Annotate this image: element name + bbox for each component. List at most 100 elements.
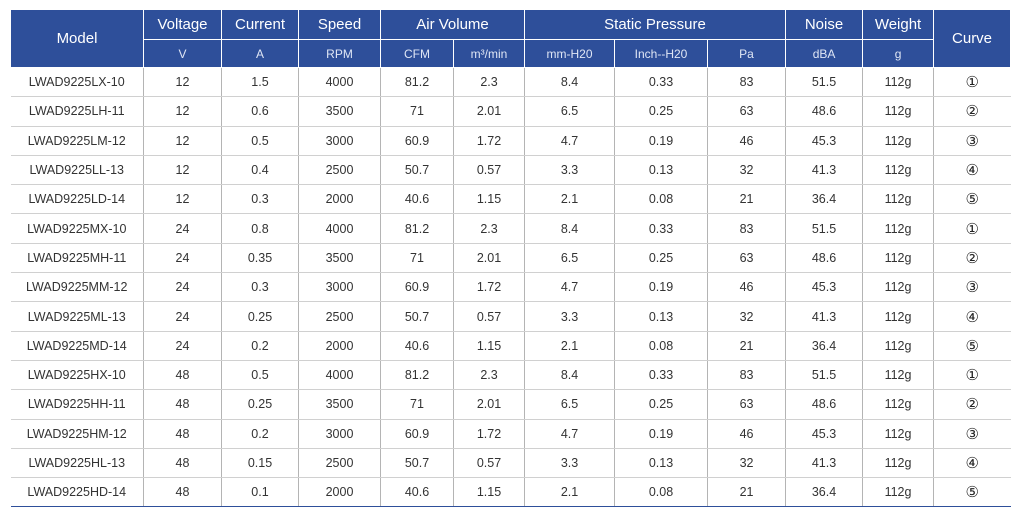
cell-pa: 63 <box>707 96 786 127</box>
cell-mmh2o: 2.1 <box>524 477 615 507</box>
table-row: LWAD9225LD-14 12 0.3 2000 40.6 1.15 2.1 0.08 21 3… <box>10 184 1011 215</box>
cell-curve: ⑤ <box>933 331 1011 361</box>
cell-mmh2o: 2.1 <box>524 331 615 361</box>
cell-model: LWAD9225LX-10 <box>10 67 144 98</box>
cell-noise: 45.3 <box>785 272 863 303</box>
cell-model: LWAD9225HD-14 <box>10 477 144 507</box>
cell-voltage: 12 <box>143 184 222 215</box>
cell-inchh2o: 0.25 <box>614 243 708 274</box>
cell-pa: 21 <box>707 184 786 215</box>
cell-weight: 112g <box>862 213 934 244</box>
cell-voltage: 12 <box>143 67 222 98</box>
cell-noise: 51.5 <box>785 213 863 244</box>
header-current: Current <box>221 9 299 40</box>
cell-weight: 112g <box>862 477 934 507</box>
cell-voltage: 12 <box>143 96 222 127</box>
cell-cfm: 50.7 <box>380 301 454 332</box>
cell-m3min: 0.57 <box>452 448 525 479</box>
cell-curve: ① <box>933 213 1011 244</box>
cell-m3min: 0.57 <box>452 301 525 332</box>
cell-voltage: 24 <box>143 301 222 332</box>
table-row: LWAD9225LX-10 12 1.5 4000 81.2 2.3 8.4 0.33 83 51… <box>10 67 1011 98</box>
cell-weight: 112g <box>862 448 934 479</box>
cell-m3min: 1.72 <box>452 419 525 449</box>
cell-m3min: 2.01 <box>452 389 525 420</box>
cell-current: 1.5 <box>221 67 299 98</box>
cell-model: LWAD9225HX-10 <box>10 360 144 391</box>
cell-cfm: 60.9 <box>380 126 454 156</box>
cell-m3min: 2.01 <box>452 96 525 127</box>
cell-current: 0.3 <box>221 272 299 303</box>
cell-inchh2o: 0.25 <box>614 389 708 420</box>
cell-model: LWAD9225MX-10 <box>10 213 144 244</box>
header-weight: Weight <box>862 9 935 40</box>
cell-curve: ③ <box>933 419 1011 449</box>
cell-model: LWAD9225MD-14 <box>10 331 144 361</box>
table-row: LWAD9225LL-13 12 0.4 2500 50.7 0.57 3.3 0.13 32 4… <box>10 155 1011 186</box>
cell-cfm: 40.6 <box>380 477 454 507</box>
cell-speed: 3000 <box>298 126 381 156</box>
cell-voltage: 24 <box>143 272 222 303</box>
cell-pa: 46 <box>707 272 786 303</box>
cell-speed: 3000 <box>298 419 381 449</box>
spec-table-container: Model Voltage Current Speed Air Volume S… <box>10 9 1012 507</box>
unit-voltage: V <box>143 39 222 68</box>
cell-speed: 4000 <box>298 67 381 98</box>
cell-m3min: 1.15 <box>452 331 525 361</box>
cell-current: 0.25 <box>221 389 299 420</box>
table-header: Model Voltage Current Speed Air Volume S… <box>10 9 1012 68</box>
cell-noise: 48.6 <box>785 243 863 274</box>
cell-voltage: 24 <box>143 331 222 361</box>
cell-model: LWAD9225MH-11 <box>10 243 144 274</box>
header-voltage: Voltage <box>143 9 222 40</box>
cell-inchh2o: 0.33 <box>614 67 708 98</box>
cell-noise: 48.6 <box>785 96 863 127</box>
cell-pa: 46 <box>707 419 786 449</box>
table-row: LWAD9225MM-12 24 0.3 3000 60.9 1.72 4.7 0.19 46 4… <box>10 272 1011 303</box>
cell-mmh2o: 4.7 <box>524 272 615 303</box>
table-row: LWAD9225LH-11 12 0.6 3500 71 2.01 6.5 0.25 63 48.… <box>10 96 1011 127</box>
cell-voltage: 48 <box>143 419 222 449</box>
cell-cfm: 71 <box>380 243 454 274</box>
table-row: LWAD9225HH-11 48 0.25 3500 71 2.01 6.5 0.25 63 48… <box>10 389 1011 420</box>
cell-inchh2o: 0.13 <box>614 301 708 332</box>
table-row: LWAD9225HX-10 48 0.5 4000 81.2 2.3 8.4 0.33 83 51… <box>10 360 1011 391</box>
cell-current: 0.2 <box>221 419 299 449</box>
cell-voltage: 24 <box>143 213 222 244</box>
cell-mmh2o: 6.5 <box>524 96 615 127</box>
table-row: LWAD9225HM-12 48 0.2 3000 60.9 1.72 4.7 0.19 46 4… <box>10 419 1011 449</box>
cell-inchh2o: 0.25 <box>614 96 708 127</box>
cell-speed: 2500 <box>298 155 381 186</box>
cell-cfm: 40.6 <box>380 184 454 215</box>
cell-voltage: 48 <box>143 389 222 420</box>
cell-pa: 63 <box>707 389 786 420</box>
cell-cfm: 81.2 <box>380 213 454 244</box>
cell-cfm: 81.2 <box>380 67 454 98</box>
unit-noise: dBA <box>785 39 864 68</box>
cell-inchh2o: 0.33 <box>614 213 708 244</box>
table-row: LWAD9225ML-13 24 0.25 2500 50.7 0.57 3.3 0.13 32… <box>10 301 1011 332</box>
cell-model: LWAD9225LD-14 <box>10 184 144 215</box>
cell-curve: ② <box>933 96 1011 127</box>
cell-weight: 112g <box>862 96 934 127</box>
cell-noise: 36.4 <box>785 184 863 215</box>
cell-voltage: 48 <box>143 448 222 479</box>
cell-m3min: 2.3 <box>452 360 525 391</box>
fan-spec-table: Model Voltage Current Speed Air Volume S… <box>10 9 1012 507</box>
cell-inchh2o: 0.19 <box>614 126 708 156</box>
cell-current: 0.8 <box>221 213 299 244</box>
cell-pa: 21 <box>707 331 786 361</box>
cell-mmh2o: 2.1 <box>524 184 615 215</box>
cell-model: LWAD9225LH-11 <box>10 96 144 127</box>
table-row: LWAD9225HL-13 48 0.15 2500 50.7 0.57 3.3 0.13 32… <box>10 448 1011 479</box>
cell-curve: ① <box>933 360 1011 391</box>
header-row-main: Model Voltage Current Speed Air Volume S… <box>10 9 1012 68</box>
cell-mmh2o: 3.3 <box>524 301 615 332</box>
cell-cfm: 71 <box>380 96 454 127</box>
header-air-volume: Air Volume <box>379 9 526 40</box>
cell-weight: 112g <box>862 67 934 98</box>
cell-mmh2o: 6.5 <box>524 389 615 420</box>
cell-noise: 41.3 <box>785 301 863 332</box>
cell-speed: 2000 <box>298 184 381 215</box>
cell-curve: ⑤ <box>933 477 1011 507</box>
